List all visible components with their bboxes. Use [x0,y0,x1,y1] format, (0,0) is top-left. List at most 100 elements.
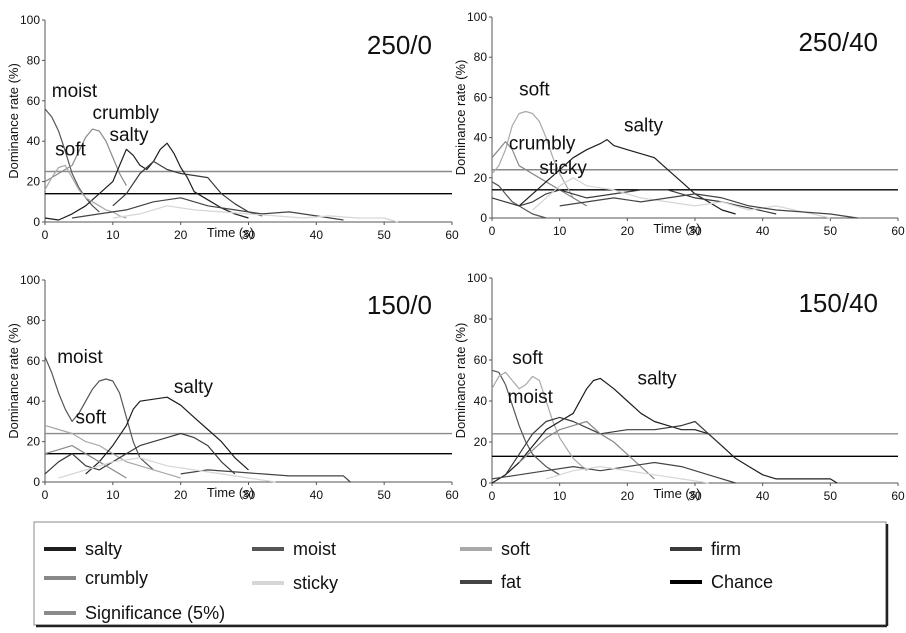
y-tick-label: 40 [474,131,488,145]
y-tick-label: 0 [480,211,487,225]
y-tick-label: 60 [27,94,41,108]
legend: salty moist soft firm crumbly sticky fat Chance… [33,521,889,628]
series-annotation: soft [519,79,550,100]
y-tick-label: 20 [27,175,41,189]
y-tick-label: 0 [33,475,40,489]
legend-label: crumbly [85,568,148,588]
legend-item: Significance (5%) [44,603,225,623]
legend-item: fat [460,572,521,592]
legend-label: Chance [711,572,773,592]
chart-panel-250-0: 0 20 40 60 80 100 0 10 20 30 40 50 60 Dominance rate … [6,13,459,242]
series-line-crumbly [44,128,127,186]
series-line-soft [44,164,127,219]
series-line-fat [559,193,858,219]
x-axis-title: Time (s) [653,221,700,236]
series-annotation: crumbly [92,103,159,124]
y-tick-label: 40 [27,394,41,408]
panel-title: 150/0 [367,290,432,320]
y-tick-label: 60 [474,353,488,367]
legend-label: salty [85,539,122,559]
x-tick-label: 30 [242,228,256,242]
x-tick-label: 40 [310,488,324,502]
series-annotation: soft [55,139,86,160]
y-tick-label: 80 [474,312,488,326]
series-annotation: moist [508,387,554,408]
series-annotation: moist [52,81,98,102]
x-tick-label: 20 [621,224,635,238]
legend-item: firm [670,539,741,559]
y-tick-label: 40 [27,134,41,148]
series-line-fat [180,469,351,483]
series-line-moist [44,108,100,213]
panel-title: 250/40 [798,27,878,57]
x-tick-label: 30 [688,224,702,238]
y-tick-label: 40 [474,394,488,408]
series-line-soft [491,110,588,207]
series-annotation: soft [512,348,543,369]
y-tick-label: 100 [467,10,487,24]
y-axis-title: Dominance rate (%) [6,323,21,439]
y-tick-label: 100 [467,271,487,285]
x-tick-label: 20 [621,489,635,503]
y-tick-label: 80 [474,50,488,64]
y-tick-label: 20 [474,171,488,185]
series-annotation: salty [174,377,214,398]
x-tick-label: 10 [553,224,567,238]
legend-item: salty [44,539,122,559]
series-annotation: crumbly [509,134,576,155]
chart-panel-150-0: 0 20 40 60 80 100 0 10 20 30 40 50 60 Dominance rate … [6,273,459,502]
x-tick-label: 20 [174,228,188,242]
legend-label: soft [501,539,530,559]
x-tick-label: 0 [489,224,496,238]
x-tick-label: 50 [824,489,838,503]
series-line-firm [44,432,236,475]
legend-label: sticky [293,573,338,593]
series-line-soft [44,424,181,479]
series-annotation: salty [624,116,664,137]
x-tick-label: 20 [174,488,188,502]
legend-item: soft [460,539,530,559]
y-axis-title: Dominance rate (%) [453,323,468,439]
legend-item: crumbly [44,568,148,588]
legend-label: Significance (5%) [85,603,225,623]
panel-title: 250/0 [367,30,432,60]
series-line-sticky [545,466,709,484]
y-tick-label: 100 [20,13,40,27]
series-annotation: soft [76,407,107,428]
legend-item: sticky [252,573,338,593]
chart-panel-250-40: 0 20 40 60 80 100 0 10 20 30 40 50 60 Dominance rate … [453,10,905,238]
series-line-crumbly [44,445,127,479]
x-tick-label: 0 [489,489,496,503]
series-line-moist [491,181,547,219]
series-line-soft [491,371,588,472]
series-line-salty [44,142,249,221]
x-tick-label: 0 [42,228,49,242]
x-axis-title: Time (s) [653,486,700,501]
x-tick-label: 10 [106,488,120,502]
series-line-firm [112,160,263,217]
series-line-sticky [58,457,276,483]
legend-label: firm [711,539,741,559]
series-line-sticky [112,205,398,223]
legend-label: fat [501,572,521,592]
series-annotation: sticky [539,158,587,179]
y-tick-label: 80 [27,53,41,67]
series-annotation: moist [57,347,103,368]
panel-title: 150/40 [798,288,878,318]
y-tick-label: 20 [27,435,41,449]
x-tick-label: 40 [756,224,770,238]
legend-item: Chance [670,572,773,592]
legend-label: moist [293,539,336,559]
y-tick-label: 100 [20,273,40,287]
series-line-moist [491,369,561,476]
x-tick-label: 60 [891,224,905,238]
x-tick-label: 10 [106,228,120,242]
y-tick-label: 0 [33,215,40,229]
series-line-moist [44,356,154,471]
x-tick-label: 60 [445,228,459,242]
y-axis-title: Dominance rate (%) [453,60,468,176]
y-tick-label: 0 [480,476,487,490]
x-axis-title: Time (s) [207,225,254,240]
